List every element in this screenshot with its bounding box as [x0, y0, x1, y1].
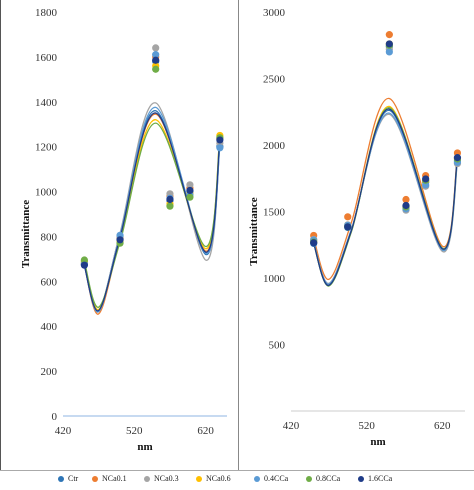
chart-a-point-0.8CCa — [152, 65, 160, 73]
chart-b-y-tick-label: 3000 — [263, 7, 286, 19]
legend-item: 0.8CCa — [306, 474, 340, 483]
chart-b-curve-Ctr — [313, 109, 459, 286]
chart-b-curve-NCa0.3 — [313, 113, 459, 284]
chart-b-curve-0.4CCa — [313, 112, 459, 285]
chart-a-x-tick-label: 620 — [197, 425, 214, 437]
chart-b-point-1.6CCa — [310, 239, 318, 247]
chart-b-point-1.6CCa — [402, 201, 410, 210]
legend-marker — [58, 476, 64, 483]
chart-a-point-1.6CCa — [186, 186, 194, 195]
chart-a-y-tick-label: 1400 — [35, 97, 58, 109]
chart-a-y-axis-label: Transmittance — [20, 200, 32, 268]
legend-marker — [358, 476, 364, 483]
chart-a-curve-NCa0.1 — [83, 113, 221, 315]
chart-legend: Ctr NCa0.1 NCa0.3 NCa0.6 0.4CCa 0.8CCa 1.6CCa — [0, 470, 474, 490]
chart-a-point-0.4CCa — [152, 51, 160, 59]
chart-a-point-0.8CCa — [80, 256, 88, 264]
legend-marker — [92, 476, 98, 483]
chart-b-point-1.6CCa — [385, 40, 393, 48]
legend-label: Ctr — [68, 474, 79, 483]
chart-a-point-NCa0.3 — [186, 181, 194, 189]
chart-a-x-tick-label: 520 — [126, 425, 143, 437]
legend-marker — [144, 476, 150, 483]
chart-b-svg: 500 1000 1500 2000 2500 3000 420 520 620 nm Transm… — [248, 7, 465, 448]
legend-item: 1.6CCa — [358, 474, 392, 483]
legend-label: 1.6CCa — [368, 474, 393, 483]
chart-b-y-tick-label: 2000 — [263, 140, 286, 152]
chart-b-y-tick-label: 1000 — [263, 273, 286, 285]
chart-a-point-NCa0.3 — [152, 44, 160, 52]
chart-panel-b: 500 1000 1500 2000 2500 3000 420 520 620 nm Transm… — [238, 0, 474, 470]
chart-b-curve-NCa0.1 — [313, 97, 459, 280]
legend-label: 0.8CCa — [316, 474, 341, 483]
chart-a-point-1.6CCa — [116, 236, 124, 244]
chart-a-y-tick-label: 200 — [41, 366, 58, 378]
chart-a-point-1.6CCa — [80, 261, 88, 269]
chart-b-x-tick-label: 520 — [358, 420, 375, 432]
legend-item: 0.4CCa — [254, 474, 288, 483]
chart-a-y-tick-label: 1600 — [35, 52, 58, 64]
chart-a-x-tick-label: 420 — [55, 425, 72, 437]
chart-a-curve-NCa0.6 — [83, 119, 221, 311]
chart-a-point-0.8CCa — [186, 193, 194, 201]
chart-b-point-0.4CCa — [385, 48, 393, 56]
chart-b-x-tick-label: 620 — [434, 420, 451, 432]
chart-a-x-axis-label: nm — [137, 441, 152, 453]
chart-a-point-0.4CCa — [216, 144, 224, 152]
chart-b-point-1.6CCa — [422, 175, 430, 183]
chart-panel-a: 0 200 400 600 800 1000 1200 1400 1600 1800 420 520 6… — [0, 0, 239, 470]
chart-a-y-tick-label: 600 — [41, 276, 58, 288]
chart-b-curve-NCa0.6 — [313, 105, 459, 286]
chart-a-y-tick-label: 400 — [41, 321, 58, 333]
chart-b-point-NCa0.1 — [385, 31, 393, 39]
chart-b-point-1.6CCa — [453, 154, 462, 162]
chart-a-curve-NCa0.3 — [83, 102, 221, 313]
legend-item: NCa0.1 — [92, 474, 127, 483]
chart-a-point-1.6CCa — [166, 195, 174, 204]
legend-item: NCa0.6 — [196, 474, 231, 483]
legend-marker — [254, 476, 260, 483]
chart-b-point-1.6CCa — [344, 223, 352, 231]
chart-b-y-tick-label: 1500 — [263, 207, 286, 219]
chart-a-curve-0.4CCa — [83, 106, 221, 313]
chart-a-y-tick-label: 0 — [52, 411, 58, 423]
legend-label: NCa0.6 — [206, 474, 231, 483]
chart-a-y-tick-label: 1000 — [35, 187, 58, 199]
chart-a-curve-0.8CCa — [83, 122, 221, 308]
legend-marker — [306, 476, 312, 483]
chart-a-curve-Ctr — [83, 110, 221, 312]
chart-b-point-NCa0.1 — [344, 213, 352, 221]
chart-b-x-tick-label: 420 — [283, 420, 300, 432]
chart-b-curve-0.8CCa — [313, 107, 459, 287]
chart-b-y-tick-label: 500 — [269, 340, 286, 352]
legend-label: NCa0.1 — [102, 474, 127, 483]
legend-label: 0.4CCa — [264, 474, 289, 483]
chart-a-y-tick-label: 1800 — [35, 7, 58, 19]
legend-item: Ctr — [58, 474, 78, 483]
chart-b-point-NCa0.1 — [402, 195, 410, 204]
chart-b-x-axis-label: nm — [370, 436, 385, 448]
legend-marker — [196, 476, 202, 483]
chart-a-point-1.6CCa — [152, 56, 160, 64]
chart-a-point-0.8CCa — [166, 202, 174, 210]
chart-a-y-tick-label: 800 — [41, 231, 58, 243]
chart-a-svg: 0 200 400 600 800 1000 1200 1400 1600 1800 420 520 6… — [20, 7, 227, 453]
chart-b-y-axis-label: Transmittance — [248, 197, 260, 265]
chart-a-point-1.6CCa — [216, 136, 224, 144]
chart-b-y-tick-label: 2500 — [263, 74, 286, 86]
legend-label: NCa0.3 — [154, 474, 179, 483]
legend-item: NCa0.3 — [144, 474, 179, 483]
chart-a-curve-1.6CCa — [83, 112, 221, 312]
chart-a-y-tick-label: 1200 — [35, 142, 58, 154]
chart-b-curve-1.6CCa — [313, 108, 459, 286]
